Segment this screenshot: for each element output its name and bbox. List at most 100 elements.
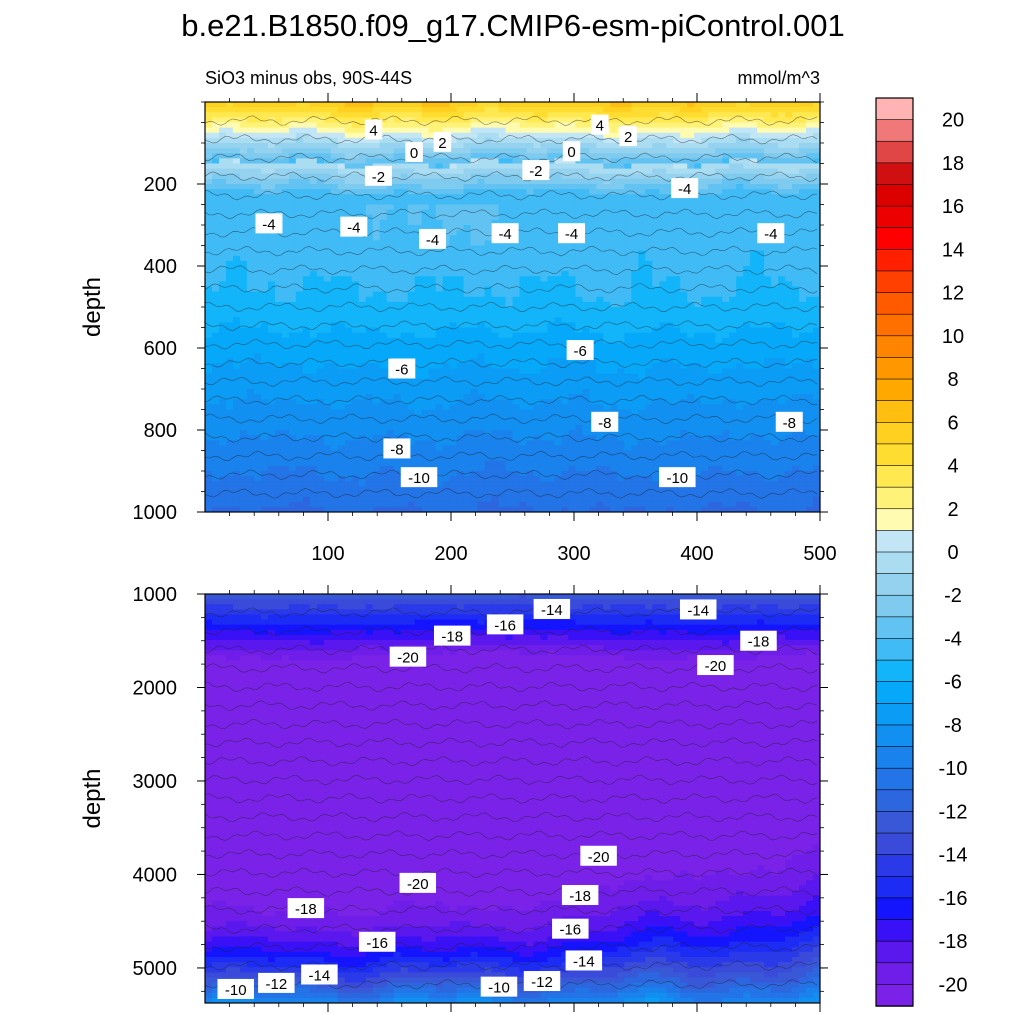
contour-cell xyxy=(582,307,590,313)
contour-cell xyxy=(715,368,723,375)
contour-cell xyxy=(729,168,737,175)
contour-cell xyxy=(372,260,381,267)
contour-cell xyxy=(708,173,716,180)
contour-cell xyxy=(785,219,793,226)
contour-cell xyxy=(428,383,437,390)
contour-cell xyxy=(449,317,458,323)
contour-cell xyxy=(708,255,716,262)
contour-cell xyxy=(505,260,514,267)
contour-cell xyxy=(799,291,807,298)
contour-cell xyxy=(274,194,283,200)
contour-cell xyxy=(358,127,367,134)
contour-cell xyxy=(659,301,667,308)
contour-cell xyxy=(232,112,241,118)
contour-cell xyxy=(421,117,430,124)
contour-cell xyxy=(267,122,276,129)
contour-cell xyxy=(694,199,702,206)
contour-cell xyxy=(323,189,332,195)
contour-cell xyxy=(337,378,346,385)
contour-cell xyxy=(205,301,213,308)
contour-cell xyxy=(512,348,521,354)
contour-cell xyxy=(505,178,514,185)
contour-cell xyxy=(205,291,213,298)
contour-cell xyxy=(638,322,646,329)
contour-cell xyxy=(638,271,646,277)
contour-cell xyxy=(680,112,688,118)
contour-cell xyxy=(547,296,556,303)
contour-cell xyxy=(750,102,758,108)
contour-cell xyxy=(547,358,556,364)
contour-cell xyxy=(477,322,486,329)
contour-cell xyxy=(267,348,276,354)
contour-cell xyxy=(799,358,807,364)
contour-cell xyxy=(218,117,227,124)
contour-cell xyxy=(547,225,556,231)
contour-cell xyxy=(554,240,563,247)
contour-cell xyxy=(722,178,730,185)
contour-cell xyxy=(764,383,772,390)
contour-cell xyxy=(652,189,660,195)
contour-cell xyxy=(232,337,241,344)
contour-cell xyxy=(477,271,486,277)
contour-cell xyxy=(337,281,346,288)
contour-cell xyxy=(295,255,304,262)
contour-cell xyxy=(722,184,730,190)
contour-cell xyxy=(750,322,758,329)
contour-cell xyxy=(533,132,542,139)
contour-cell xyxy=(603,102,611,108)
contour-cell xyxy=(638,240,646,247)
contour-cell xyxy=(673,286,681,293)
contour-cell xyxy=(533,276,542,282)
contour-cell xyxy=(645,312,653,318)
contour-cell xyxy=(701,363,709,370)
contour-cell xyxy=(246,168,255,175)
contour-cell xyxy=(372,255,381,262)
contour-cell xyxy=(764,194,772,200)
contour-cell xyxy=(477,199,486,206)
contour-cell xyxy=(239,209,248,216)
contour-cell xyxy=(316,327,325,334)
contour-cell xyxy=(295,358,304,364)
contour-cell xyxy=(400,204,409,211)
contour-cell xyxy=(365,209,374,216)
contour-cell xyxy=(526,358,535,364)
contour-cell xyxy=(463,332,472,339)
contour-cell xyxy=(232,143,241,149)
contour-cell xyxy=(337,209,346,216)
contour-cell xyxy=(610,363,618,370)
contour-cell xyxy=(785,209,793,216)
contour-cell xyxy=(428,173,437,180)
contour-cell xyxy=(372,327,381,334)
contour-cell xyxy=(372,184,381,190)
contour-cell xyxy=(386,260,395,267)
contour-cell xyxy=(785,312,793,318)
contour-cell xyxy=(540,178,549,185)
contour-cell xyxy=(750,332,758,339)
contour-cell xyxy=(449,158,458,165)
contour-cell xyxy=(344,163,353,170)
contour-cell xyxy=(778,102,786,108)
contour-cell xyxy=(561,342,570,349)
contour-cell xyxy=(323,214,332,221)
contour-cell xyxy=(449,322,458,329)
contour-cell xyxy=(673,209,681,216)
contour-cell xyxy=(652,260,660,267)
contour-cell xyxy=(470,132,479,139)
contour-cell xyxy=(547,271,556,277)
contour-cell xyxy=(554,219,563,226)
contour-cell xyxy=(505,143,514,149)
contour-cell xyxy=(456,204,465,211)
contour-cell xyxy=(813,158,820,165)
contour-cell xyxy=(799,348,807,354)
contour-cell xyxy=(323,230,332,236)
contour-cell xyxy=(540,245,549,252)
contour-cell xyxy=(225,137,234,144)
contour-cell xyxy=(316,312,325,318)
contour-cell xyxy=(575,173,583,180)
contour-cell xyxy=(456,168,465,175)
contour-cell xyxy=(400,209,409,216)
contour-cell xyxy=(673,307,681,313)
contour-cell xyxy=(477,342,486,349)
contour-cell xyxy=(652,383,660,390)
contour-cell xyxy=(281,296,290,303)
